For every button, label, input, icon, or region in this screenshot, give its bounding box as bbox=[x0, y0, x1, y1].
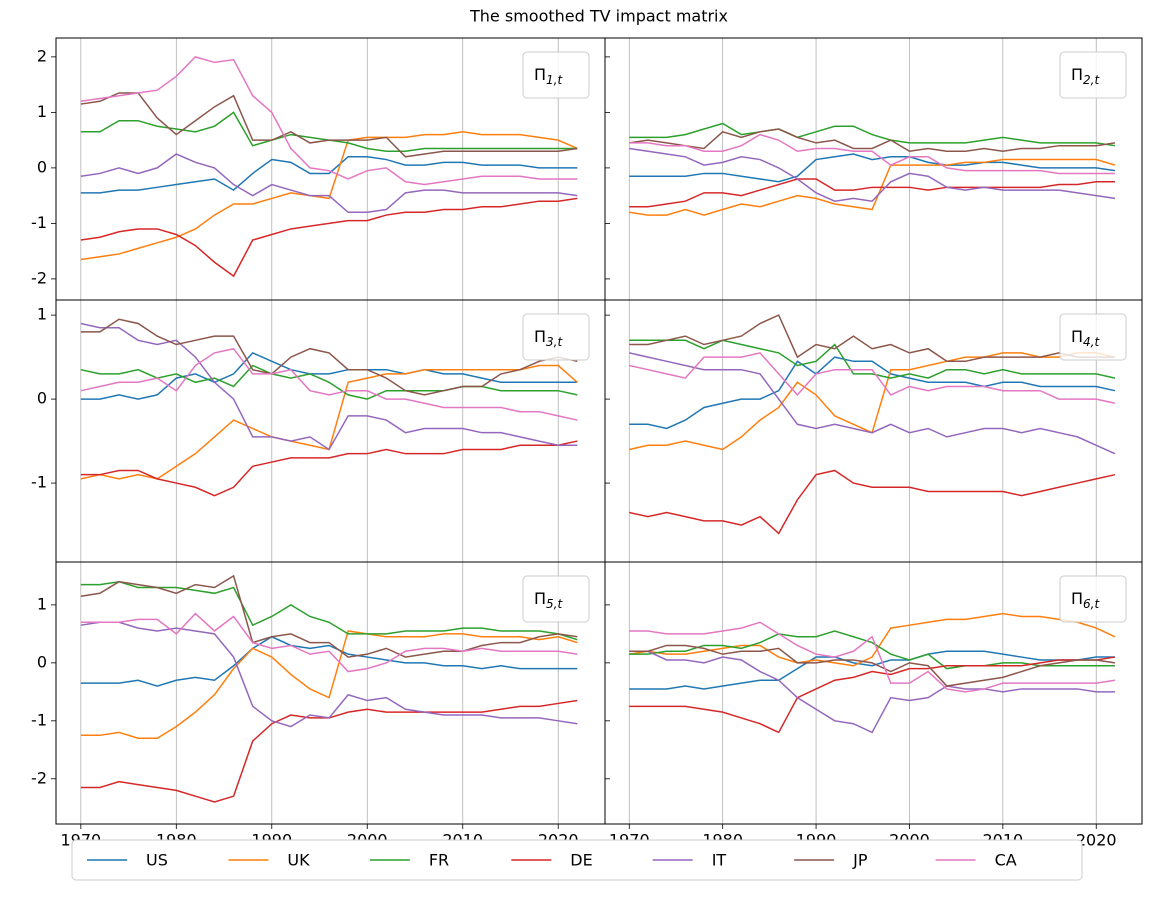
series-line bbox=[80, 351, 578, 400]
series-line bbox=[629, 122, 1116, 147]
y-tick-label: 0 bbox=[37, 157, 47, 176]
label-main: Π bbox=[534, 589, 546, 608]
series-line bbox=[629, 352, 1116, 405]
series-line bbox=[629, 630, 1115, 670]
y-tick-label: 1 bbox=[37, 594, 47, 613]
label-main: Π bbox=[1071, 65, 1083, 84]
series-line bbox=[629, 612, 1116, 667]
panel-label: Π5,t bbox=[534, 589, 563, 611]
y-tick-label: -2 bbox=[31, 768, 47, 787]
panel-frame bbox=[604, 561, 1143, 825]
series-line bbox=[80, 153, 578, 214]
series-line bbox=[80, 699, 578, 803]
panel-label: Π1,t bbox=[534, 65, 563, 87]
legend-label: IT bbox=[712, 851, 727, 870]
annotation-box bbox=[1059, 313, 1127, 361]
annotation-box bbox=[522, 313, 590, 361]
series-line bbox=[80, 197, 578, 278]
annotation-box bbox=[522, 575, 590, 623]
series-line bbox=[629, 656, 1116, 734]
x-tick-label: 2020 bbox=[1076, 831, 1117, 850]
series-line bbox=[80, 621, 578, 728]
label-sub: 2,t bbox=[1083, 73, 1100, 87]
series-line bbox=[629, 650, 1115, 734]
series-line bbox=[629, 153, 1116, 183]
series-line bbox=[80, 364, 578, 400]
series-line bbox=[629, 352, 1116, 455]
label-sub: 5,t bbox=[546, 597, 563, 611]
series-line bbox=[629, 650, 1115, 690]
panel-label: Π6,t bbox=[1071, 589, 1100, 611]
legend-label: FR bbox=[429, 851, 449, 870]
label-main: Π bbox=[1071, 327, 1083, 346]
series-line bbox=[629, 178, 1115, 208]
legend-label: CA bbox=[995, 851, 1017, 870]
series-line bbox=[629, 339, 1116, 379]
panel-label: Π2,t bbox=[1071, 65, 1100, 87]
series-line bbox=[80, 635, 578, 687]
y-tick-label: -1 bbox=[31, 710, 47, 729]
series-line bbox=[629, 314, 1115, 363]
series-line bbox=[80, 574, 578, 658]
label-sub: 6,t bbox=[1083, 597, 1100, 611]
panel-label: Π3,t bbox=[534, 327, 563, 349]
label-main: Π bbox=[534, 65, 546, 84]
series-line bbox=[80, 322, 578, 451]
label-sub: 1,t bbox=[546, 73, 563, 87]
annotation-box bbox=[1059, 575, 1127, 623]
annotation-box bbox=[522, 51, 590, 99]
legend-label: DE bbox=[570, 851, 592, 870]
label-sub: 4,t bbox=[1083, 335, 1100, 349]
series-line bbox=[80, 580, 578, 641]
legend-label: JP bbox=[852, 851, 868, 870]
series-line bbox=[629, 352, 1116, 451]
series-line bbox=[629, 621, 1116, 693]
label-main: Π bbox=[1071, 589, 1083, 608]
y-tick-label: 2 bbox=[37, 46, 47, 65]
y-tick-label: 0 bbox=[37, 652, 47, 671]
series-line bbox=[629, 356, 1116, 430]
series-line bbox=[629, 469, 1116, 535]
series-line bbox=[80, 92, 578, 158]
series-line bbox=[80, 440, 578, 497]
label-sub: 3,t bbox=[546, 335, 563, 349]
y-tick-label: 1 bbox=[37, 305, 47, 324]
series-line bbox=[80, 111, 578, 152]
series-line bbox=[629, 128, 1116, 153]
y-tick-label: -2 bbox=[31, 268, 47, 287]
series-line bbox=[80, 612, 578, 673]
series-line bbox=[629, 133, 1115, 175]
series-line bbox=[80, 131, 578, 261]
legend-label: US bbox=[146, 851, 168, 870]
series-line bbox=[629, 644, 1116, 687]
series-line bbox=[80, 347, 578, 421]
figure-title: The smoothed TV impact matrix bbox=[469, 7, 728, 26]
series-line bbox=[80, 630, 578, 739]
series-line bbox=[80, 156, 578, 194]
label-main: Π bbox=[534, 327, 546, 346]
legend-box bbox=[71, 839, 1083, 881]
y-tick-label: 1 bbox=[37, 102, 47, 121]
legend-label: UK bbox=[287, 851, 310, 870]
series-line bbox=[80, 318, 578, 396]
annotation-box bbox=[1059, 51, 1127, 99]
series-line bbox=[80, 56, 578, 186]
y-tick-label: -1 bbox=[31, 473, 47, 492]
y-tick-label: 0 bbox=[37, 389, 47, 408]
series-line bbox=[629, 158, 1116, 216]
y-tick-label: -1 bbox=[31, 213, 47, 232]
series-line bbox=[629, 147, 1116, 202]
panel-label: Π4,t bbox=[1071, 327, 1100, 349]
